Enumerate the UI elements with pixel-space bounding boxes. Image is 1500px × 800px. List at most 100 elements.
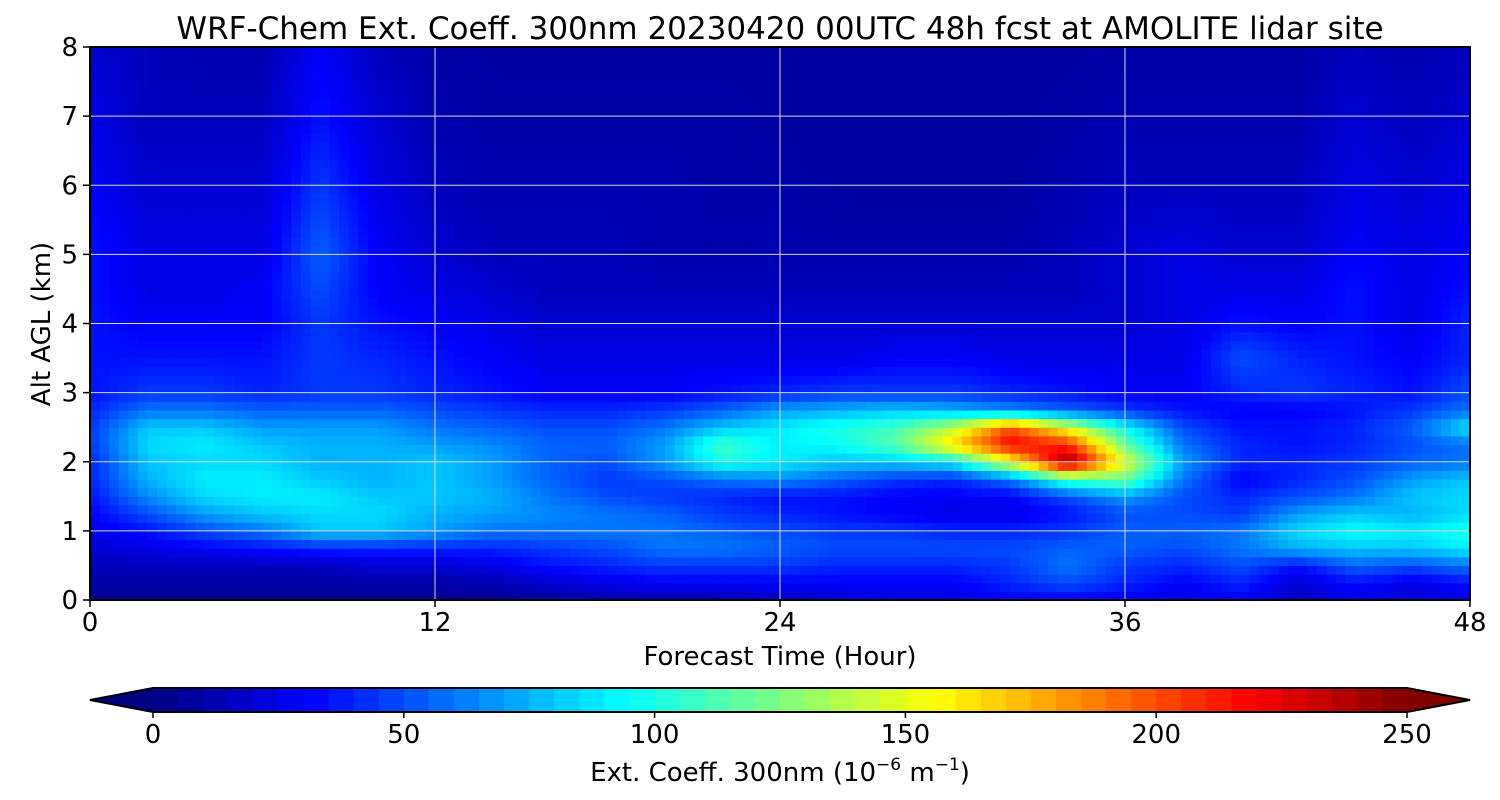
heatmap-cell <box>636 116 647 126</box>
heatmap-cell <box>799 90 810 100</box>
heatmap-cell <box>300 211 312 221</box>
heatmap-cell <box>626 487 637 497</box>
heatmap-cell <box>597 358 609 368</box>
heatmap-cell <box>626 383 637 394</box>
heatmap-cell <box>770 202 781 212</box>
heatmap-cell <box>387 228 398 238</box>
heatmap-cell <box>626 444 637 454</box>
heatmap-cell <box>425 211 436 221</box>
heatmap-cell <box>176 185 187 195</box>
heatmap-cell <box>808 263 819 273</box>
heatmap-cell <box>636 55 647 65</box>
heatmap-cell <box>530 349 542 359</box>
heatmap-cell <box>387 444 398 454</box>
heatmap-cell <box>90 340 101 351</box>
heatmap-cell <box>406 522 417 532</box>
heatmap-cell <box>540 574 551 584</box>
heatmap-cell <box>185 548 197 558</box>
heatmap-cell <box>262 349 273 359</box>
heatmap-cell <box>435 349 446 359</box>
heatmap-cell <box>645 124 657 135</box>
heatmap-cell <box>415 64 427 74</box>
heatmap-cell <box>502 513 513 523</box>
heatmap-cell <box>415 245 427 255</box>
heatmap-cell <box>214 340 225 351</box>
heatmap-cell <box>799 548 810 558</box>
heatmap-cell <box>588 116 599 126</box>
heatmap-cell <box>693 176 704 186</box>
heatmap-cell <box>262 539 273 549</box>
heatmap-cell <box>377 297 388 307</box>
heatmap-cell <box>147 470 158 480</box>
heatmap-cell <box>300 245 312 255</box>
heatmap-cell <box>712 349 724 359</box>
heatmap-cell <box>185 556 197 567</box>
heatmap-cell <box>214 323 225 333</box>
heatmap-cell <box>789 358 800 368</box>
heatmap-cell <box>588 107 599 117</box>
heatmap-cell <box>626 167 637 178</box>
heatmap-cell <box>789 574 800 584</box>
heatmap-cell <box>425 133 436 143</box>
heatmap-cell <box>252 323 264 333</box>
heatmap-cell <box>808 306 819 316</box>
heatmap-cell <box>435 574 446 584</box>
heatmap-cell <box>607 418 618 428</box>
heatmap-cell <box>214 358 225 368</box>
heatmap-cell <box>166 314 177 325</box>
heatmap-cell <box>367 323 379 333</box>
heatmap-cell <box>703 133 714 143</box>
heatmap-cell <box>444 150 455 160</box>
heatmap-cell <box>310 271 321 281</box>
heatmap-cell <box>789 150 800 160</box>
heatmap-cell <box>99 133 110 143</box>
heatmap-cell <box>224 263 235 273</box>
heatmap-cell <box>195 565 206 575</box>
heatmap-cell <box>128 332 139 342</box>
heatmap-cell <box>310 340 321 351</box>
heatmap-cell <box>320 228 331 238</box>
heatmap-cell <box>799 185 810 195</box>
heatmap-cell <box>559 64 570 74</box>
heatmap-cell <box>607 81 618 91</box>
heatmap-cell <box>147 487 158 497</box>
heatmap-cell <box>818 340 829 351</box>
heatmap-cell <box>367 504 379 515</box>
heatmap-cell <box>712 366 724 376</box>
heatmap-cell <box>109 64 120 74</box>
heatmap-cell <box>300 263 312 273</box>
heatmap-cell <box>482 504 494 515</box>
heatmap-cell <box>444 254 455 264</box>
heatmap-cell <box>473 55 484 65</box>
heatmap-cell <box>166 418 177 428</box>
heatmap-cell <box>329 591 340 600</box>
heatmap-cell <box>751 133 762 143</box>
heatmap-cell <box>492 90 503 100</box>
heatmap-cell <box>329 427 340 437</box>
heatmap-cell <box>540 193 551 204</box>
heatmap-cell <box>559 349 570 359</box>
heatmap-cell <box>760 366 772 376</box>
heatmap-cell <box>751 556 762 567</box>
heatmap-cell <box>607 487 618 497</box>
heatmap-cell <box>262 565 273 575</box>
heatmap-cell <box>415 340 427 351</box>
heatmap-cell <box>272 124 283 135</box>
heatmap-cell <box>396 176 407 186</box>
heatmap-cell <box>626 349 637 359</box>
heatmap-cell <box>511 47 522 57</box>
heatmap-cell <box>636 107 647 117</box>
heatmap-cell <box>320 418 331 428</box>
heatmap-cell <box>645 556 657 567</box>
heatmap-cell <box>751 219 762 230</box>
heatmap-cell <box>425 142 436 152</box>
heatmap-cell <box>367 47 379 57</box>
heatmap-cell <box>607 366 618 376</box>
heatmap-cell <box>559 504 570 515</box>
heatmap-cell <box>578 297 589 307</box>
heatmap-cell <box>760 522 772 532</box>
heatmap-cell <box>588 90 599 100</box>
heatmap-cell <box>617 513 628 523</box>
heatmap-cell <box>329 565 340 575</box>
heatmap-cell <box>703 565 714 575</box>
